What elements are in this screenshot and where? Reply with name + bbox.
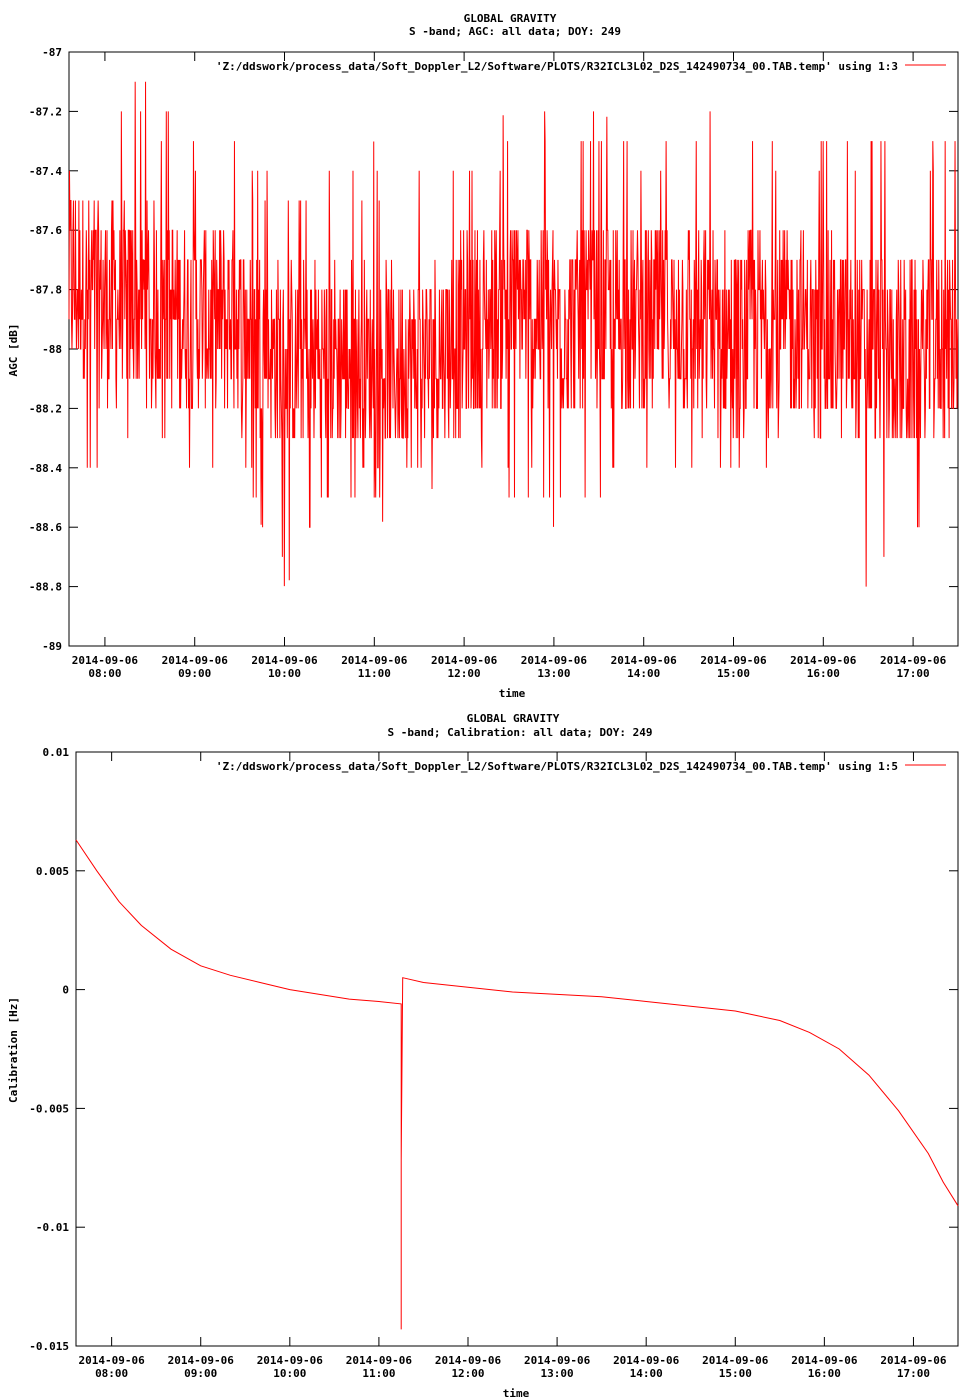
chart1-series-line bbox=[68, 81, 959, 587]
chart1-x-tick-date-label: 2014-09-06 bbox=[880, 654, 947, 667]
chart1-x-tick-date-label: 2014-09-06 bbox=[162, 654, 229, 667]
chart2-y-tick-label: 0.01 bbox=[43, 746, 70, 759]
chart1-x-tick-time-label: 08:00 bbox=[88, 667, 121, 680]
chart2-x-tick-time-label: 12:00 bbox=[451, 1367, 484, 1380]
chart2-x-tick-date-label: 2014-09-06 bbox=[791, 1354, 858, 1367]
chart1-x-tick-time-label: 16:00 bbox=[807, 667, 840, 680]
chart2-x-tick-time-label: 09:00 bbox=[184, 1367, 217, 1380]
chart1-x-tick-date-label: 2014-09-06 bbox=[251, 654, 318, 667]
chart1-x-tick-date-label: 2014-09-06 bbox=[431, 654, 498, 667]
chart1-y-tick-label: -87.6 bbox=[29, 224, 62, 237]
chart2-x-tick-time-label: 17:00 bbox=[897, 1367, 930, 1380]
chart1-y-tick-label: -87 bbox=[42, 46, 62, 59]
chart2-x-tick-time-label: 11:00 bbox=[362, 1367, 395, 1380]
chart2-x-tick-date-label: 2014-09-06 bbox=[346, 1354, 413, 1367]
chart1-x-tick-date-label: 2014-09-06 bbox=[700, 654, 767, 667]
chart1-x-tick-time-label: 10:00 bbox=[268, 667, 301, 680]
chart1-y-tick-label: -88.8 bbox=[29, 581, 62, 594]
chart2-x-tick-time-label: 15:00 bbox=[719, 1367, 752, 1380]
chart2-x-tick-time-label: 10:00 bbox=[273, 1367, 306, 1380]
chart1-x-tick-time-label: 09:00 bbox=[178, 667, 211, 680]
chart1-x-tick-time-label: 12:00 bbox=[448, 667, 481, 680]
chart1-x-axis-label: time bbox=[499, 687, 526, 700]
chart1-y-tick-label: -87.4 bbox=[29, 165, 62, 178]
chart2-subtitle: S -band; Calibration: all data; DOY: 249 bbox=[388, 726, 653, 739]
chart1-x-tick-date-label: 2014-09-06 bbox=[611, 654, 678, 667]
chart1-y-tick-label: -87.2 bbox=[29, 105, 62, 118]
chart1-y-tick-label: -87.8 bbox=[29, 284, 62, 297]
chart1-x-tick-date-label: 2014-09-06 bbox=[790, 654, 857, 667]
chart2-title: GLOBAL GRAVITY bbox=[467, 712, 560, 725]
chart2-x-tick-date-label: 2014-09-06 bbox=[702, 1354, 769, 1367]
chart1-y-tick-label: -88.4 bbox=[29, 462, 62, 475]
chart1-legend-label: 'Z:/ddswork/process_data/Soft_Doppler_L2… bbox=[216, 60, 898, 73]
chart2-x-tick-date-label: 2014-09-06 bbox=[613, 1354, 680, 1367]
chart2-y-axis-label: Calibration [Hz] bbox=[7, 997, 20, 1103]
chart2-series-line bbox=[75, 839, 959, 1330]
chart1-x-tick-date-label: 2014-09-06 bbox=[72, 654, 139, 667]
chart1-x-tick-time-label: 13:00 bbox=[537, 667, 570, 680]
chart2-x-tick-time-label: 08:00 bbox=[95, 1367, 128, 1380]
chart2-y-tick-label: -0.015 bbox=[29, 1340, 69, 1353]
chart2-legend-label: 'Z:/ddswork/process_data/Soft_Doppler_L2… bbox=[216, 760, 898, 773]
chart2-x-tick-date-label: 2014-09-06 bbox=[79, 1354, 146, 1367]
chart1-x-tick-date-label: 2014-09-06 bbox=[341, 654, 408, 667]
chart1-x-tick-time-label: 15:00 bbox=[717, 667, 750, 680]
chart2-x-tick-time-label: 13:00 bbox=[541, 1367, 574, 1380]
chart2-x-tick-date-label: 2014-09-06 bbox=[880, 1354, 947, 1367]
chart2-x-tick-time-label: 16:00 bbox=[808, 1367, 841, 1380]
chart2-x-tick-date-label: 2014-09-06 bbox=[524, 1354, 591, 1367]
chart2-y-tick-label: 0 bbox=[62, 984, 69, 997]
chart1-y-tick-label: -89 bbox=[42, 640, 62, 653]
chart1-x-tick-date-label: 2014-09-06 bbox=[521, 654, 588, 667]
chart2-x-tick-date-label: 2014-09-06 bbox=[257, 1354, 324, 1367]
chart2-x-axis-label: time bbox=[503, 1387, 530, 1400]
chart1-y-tick-label: -88.2 bbox=[29, 402, 62, 415]
chart1-y-tick-label: -88.6 bbox=[29, 521, 62, 534]
chart1-title: GLOBAL GRAVITY bbox=[464, 12, 557, 25]
chart2-x-tick-date-label: 2014-09-06 bbox=[168, 1354, 235, 1367]
chart2-y-tick-label: -0.01 bbox=[36, 1221, 69, 1234]
chart1-subtitle: S -band; AGC: all data; DOY: 249 bbox=[409, 25, 621, 38]
chart1-y-axis-label: AGC [dB] bbox=[7, 324, 20, 377]
chart2-x-tick-time-label: 14:00 bbox=[630, 1367, 663, 1380]
chart1-y-tick-label: -88 bbox=[42, 343, 62, 356]
chart2-plot-frame bbox=[75, 751, 959, 1347]
chart1-x-tick-time-label: 14:00 bbox=[627, 667, 660, 680]
chart2-x-tick-date-label: 2014-09-06 bbox=[435, 1354, 502, 1367]
chart1-x-tick-time-label: 17:00 bbox=[897, 667, 930, 680]
chart1-x-tick-time-label: 11:00 bbox=[358, 667, 391, 680]
chart2-y-tick-label: -0.005 bbox=[29, 1102, 69, 1115]
chart2-y-tick-label: 0.005 bbox=[36, 865, 69, 878]
